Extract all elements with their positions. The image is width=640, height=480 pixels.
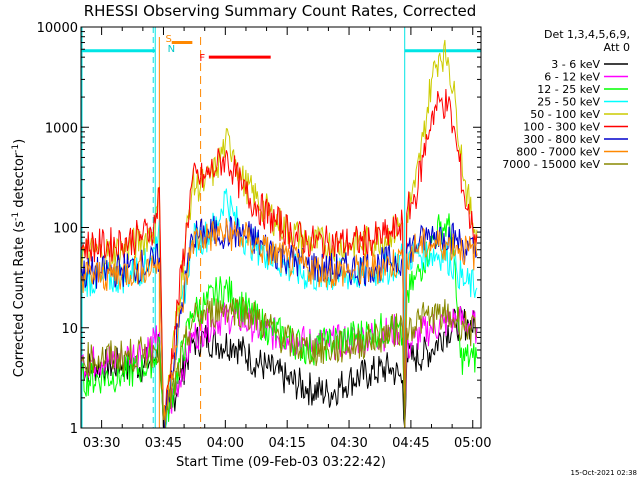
legend-label-2: 12 - 25 keV [537, 83, 600, 96]
legend-label-1: 6 - 12 keV [544, 71, 600, 84]
x-tick-label-4: 04:30 [330, 436, 367, 451]
y-axis-label-end: ) [12, 139, 27, 144]
series-line-2 [80, 213, 478, 429]
series-line-3 [80, 188, 478, 429]
x-tick-label-3: 04:15 [268, 436, 305, 451]
y-axis-label-sup2: -1 [11, 144, 21, 153]
x-tick-label-5: 04:45 [392, 436, 429, 451]
x-axis-label: Start Time (09-Feb-03 03:22:42) [176, 455, 386, 470]
series-line-7 [80, 218, 478, 429]
timestamp: 15-Oct-2021 02:38 [571, 469, 637, 477]
flag-label-f: F [199, 53, 205, 64]
legend-header-attenuator: Att 0 [604, 41, 630, 54]
flag-label-n: N [168, 44, 175, 55]
series-line-1 [80, 301, 478, 429]
x-tick-label-0: 03:30 [83, 436, 120, 451]
series-line-8 [80, 297, 478, 429]
chart-title: RHESSI Observing Summary Count Rates, Co… [84, 2, 477, 20]
y-axis-label-main: Corrected Count Rate (s [12, 221, 27, 378]
legend-header-detectors: Det 1,3,4,5,6,9, [544, 28, 630, 41]
x-tick-label-6: 05:00 [454, 436, 491, 451]
plot-area: SN F [80, 27, 482, 429]
flag-label-s: S [166, 34, 172, 45]
legend-label-3: 25 - 50 keV [537, 96, 600, 109]
legend-label-4: 50 - 100 keV [530, 108, 600, 121]
y-tick-label-4: 10000 [37, 21, 78, 36]
y-tick-label-2: 100 [53, 222, 78, 237]
y-tick-label-3: 1000 [45, 121, 78, 136]
legend-label-0: 3 - 6 keV [551, 58, 600, 71]
legend-label-8: 7000 - 15000 keV [502, 158, 600, 171]
x-tick-label-1: 03:45 [145, 436, 182, 451]
legend-label-5: 100 - 300 keV [523, 121, 600, 134]
y-axis-label: Corrected Count Rate (s-1 detector-1) [11, 139, 27, 377]
x-axis-ticks: 03:30 03:45 04:00 04:15 04:30 04:45 05:00 [80, 27, 491, 451]
y-axis-label-mid: detector [12, 152, 27, 212]
x-tick-label-2: 04:00 [207, 436, 244, 451]
legend-label-7: 800 - 7000 keV [516, 146, 600, 159]
series-line-5 [80, 88, 478, 429]
y-tick-label-1: 10 [61, 322, 78, 337]
y-tick-label-0: 1 [70, 422, 78, 437]
y-axis-label-sup1: -1 [11, 212, 21, 221]
y-axis-ticks: 1 10 100 1000 10000 [37, 21, 481, 437]
legend-label-6: 300 - 800 keV [523, 133, 600, 146]
